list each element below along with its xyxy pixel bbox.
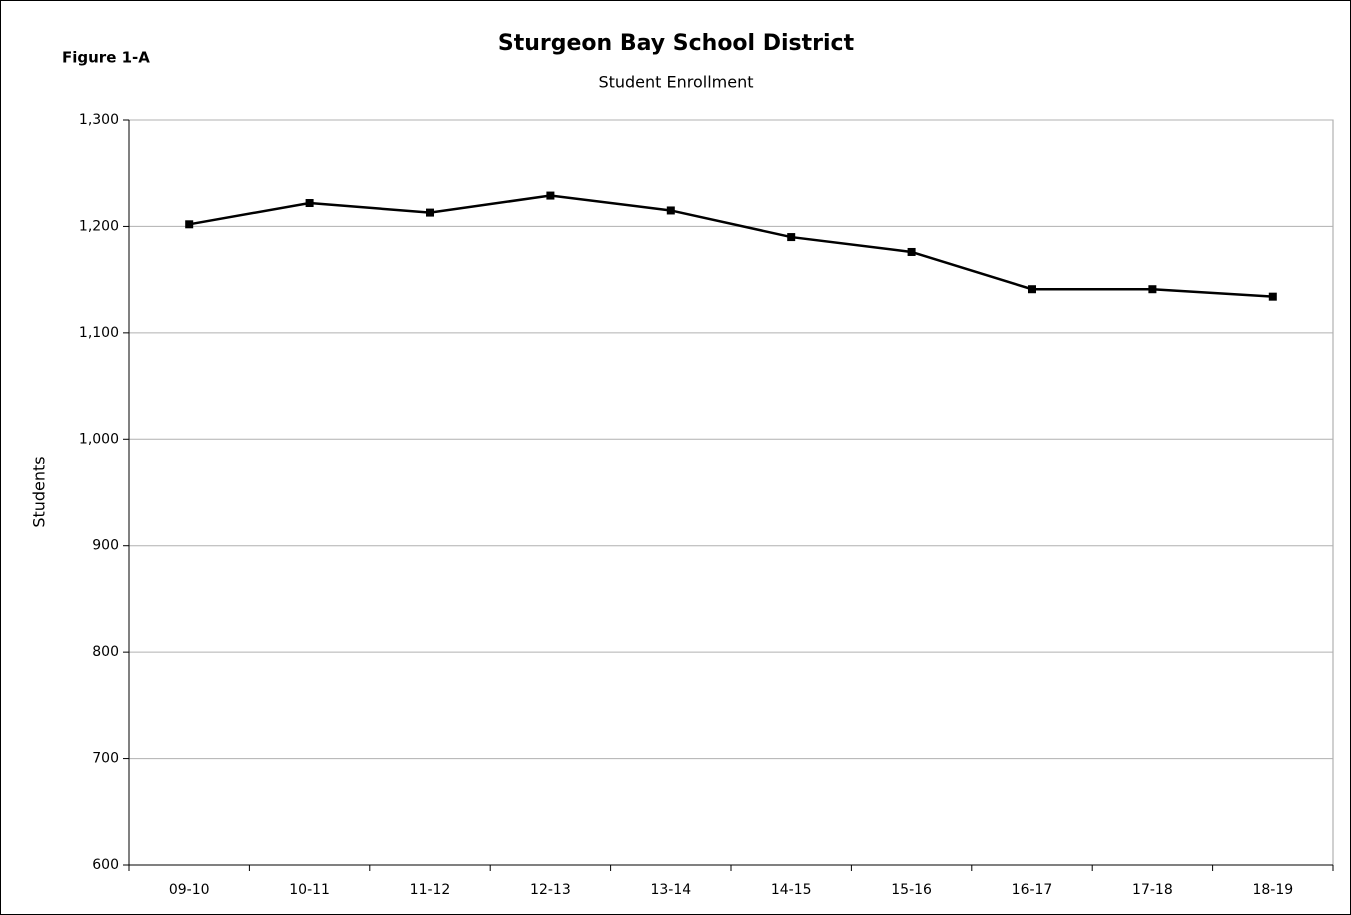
x-tick-label: 13-14 [650,882,691,898]
line [188,194,1273,298]
y-tick-label: 800 [92,644,119,660]
x-tick-label: 10-11 [289,882,330,898]
point-marker [666,206,675,215]
x-tick-label: 09-10 [169,882,210,898]
x-tick-label: 17-18 [1132,882,1173,898]
x-tick-label: 18-19 [1252,882,1293,898]
y-tick-label: 1,000 [79,431,119,447]
figure-label: Figure 1-A [62,49,150,67]
point-marker [1028,285,1036,294]
point-marker [185,220,194,229]
x-tick-label: 12-13 [530,882,571,898]
chart-subtitle: Student Enrollment [598,73,753,92]
y-tick-label: 900 [92,538,119,554]
point-marker [907,247,916,256]
x-tick-label: 15-16 [891,882,932,898]
y-tick-label: 700 [92,751,119,767]
y-tick-label: 1,200 [79,218,119,234]
y-tick-label: 1,300 [79,112,119,128]
y-axis-title: Students [30,456,49,527]
y-tick-label: 1,100 [79,325,119,341]
point-marker [546,191,555,200]
point-marker [787,233,796,242]
x-tick-label: 11-12 [410,882,451,898]
chart-title: Sturgeon Bay School District [498,31,855,56]
point-marker [426,208,434,217]
y-tick-label: 600 [92,857,119,873]
point-marker [1268,292,1277,301]
x-tick-label: 16-17 [1012,882,1053,898]
point-marker [1148,285,1157,294]
x-tick-label: 14-15 [771,882,812,898]
point-marker [305,199,314,208]
